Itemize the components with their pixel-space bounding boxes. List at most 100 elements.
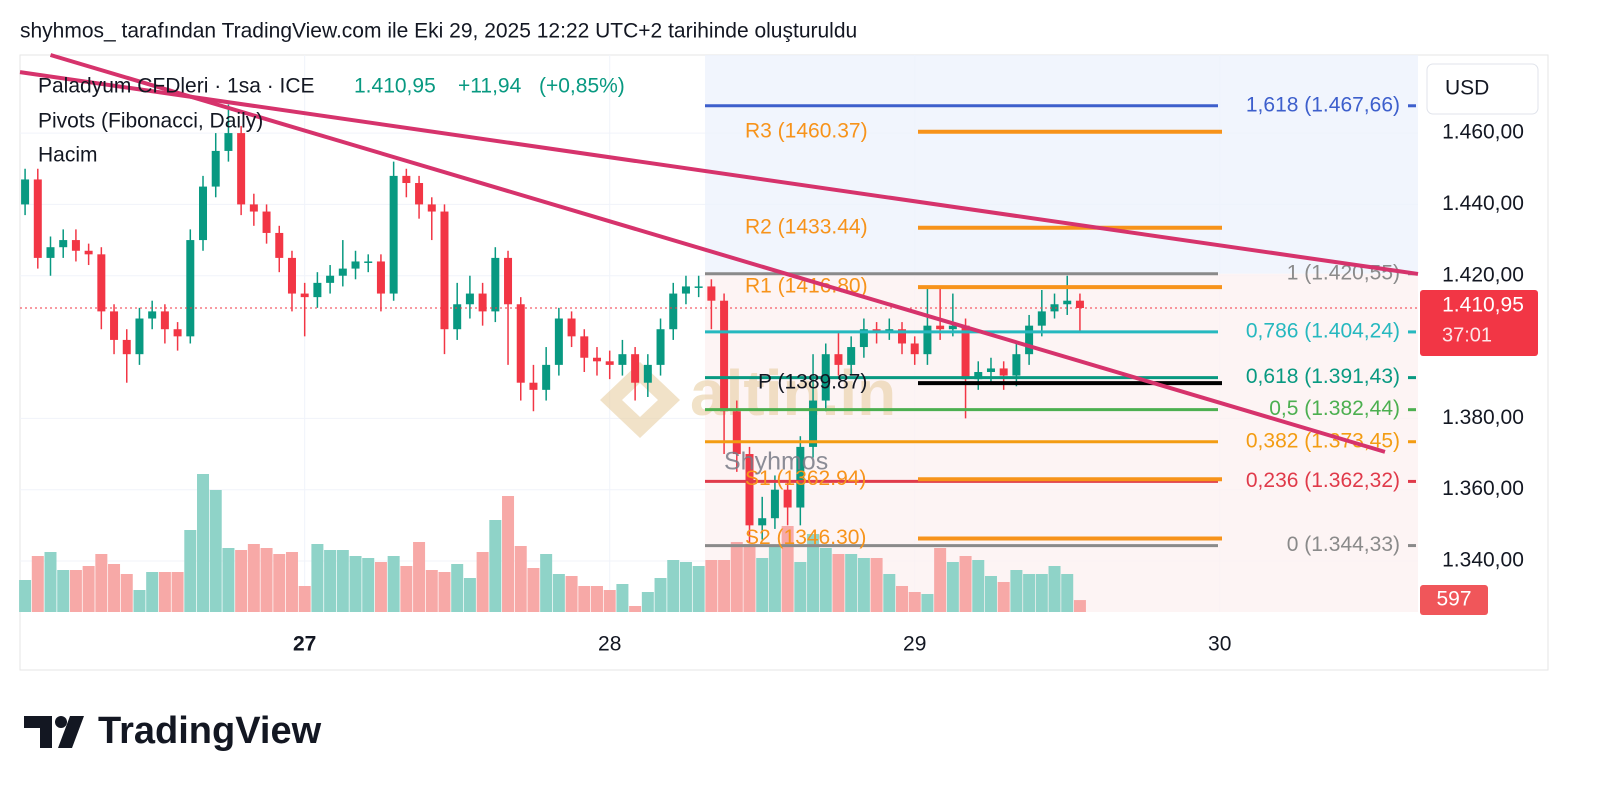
fib-label: 0,618 (1.391,43) (1246, 365, 1400, 388)
candle-body (770, 489, 779, 519)
candle-body (300, 293, 309, 298)
currency-box[interactable] (1426, 63, 1539, 115)
candle-body (427, 204, 436, 212)
candle-body (1037, 311, 1046, 326)
candle-body (33, 179, 42, 258)
volume-bar (540, 554, 553, 612)
candle-body (986, 368, 995, 373)
candle-body (910, 343, 919, 355)
candle-body (148, 311, 157, 319)
volume-bar (95, 554, 108, 612)
indicator: Pivots (Fibonacci, Daily) (38, 110, 263, 133)
fib-label: 0 (1.344,33) (1287, 533, 1400, 556)
candle-body (249, 204, 258, 212)
candle-body (809, 400, 818, 447)
price-tag (1420, 290, 1538, 357)
volume-bar (667, 560, 680, 612)
volume-bar (896, 586, 909, 612)
candle-body (173, 329, 182, 337)
candle-body (745, 454, 754, 526)
candle-body (961, 325, 970, 380)
volume-bar (756, 558, 769, 612)
price-tag-label: 1.410,95 (1442, 294, 1524, 317)
volume-bar (476, 552, 489, 612)
candle-body (389, 175, 398, 294)
volume-bar (69, 570, 82, 612)
volume-bar (692, 566, 705, 612)
y-tick-label: 1.440,00 (1442, 192, 1524, 215)
volume-bar (82, 566, 95, 612)
volume-bar (57, 570, 70, 612)
volume-bar (578, 586, 591, 612)
volume-bar (870, 558, 883, 612)
volume-bar (997, 582, 1010, 612)
volume-bar (273, 554, 286, 612)
candle-body (97, 254, 106, 312)
volume-bar (463, 578, 476, 612)
candle-body (936, 325, 945, 330)
candle-body (262, 211, 271, 233)
candle-body (999, 368, 1008, 376)
volume-bar (260, 548, 273, 612)
currency: USD (1445, 77, 1489, 100)
volume-bar (616, 584, 629, 612)
volume-bar (171, 572, 184, 612)
candle-body (758, 518, 767, 526)
volume-bar (311, 544, 324, 612)
brand-logo: TradingView (24, 710, 322, 752)
volume-bar (908, 592, 921, 612)
logo-shape (24, 716, 52, 748)
pivot-label: S1 (1362.94) (745, 467, 866, 490)
candle-body (287, 257, 296, 294)
candle-body (669, 293, 678, 330)
volume-bar (120, 574, 133, 612)
candle-body (681, 286, 690, 294)
volume-bar (959, 556, 972, 612)
volume-bar (527, 568, 540, 612)
candle-body (364, 261, 373, 263)
candle-body (834, 354, 843, 365)
volume-bar (552, 574, 565, 612)
candle-body (618, 354, 627, 365)
candle-body (707, 286, 716, 301)
pivot-label: R1 (1416.80) (745, 275, 868, 298)
fib-label: 0,786 (1.404,24) (1246, 319, 1400, 342)
candle-body (592, 357, 601, 362)
candle-body (237, 133, 246, 205)
candle-body (504, 257, 513, 305)
x-tick-label: 30 (1208, 633, 1231, 656)
candle-body (199, 186, 208, 241)
volume-bar (743, 544, 756, 612)
volume-bar (1023, 574, 1036, 612)
volume-bar (197, 474, 210, 612)
indicator: Hacim (38, 144, 98, 167)
volume-bar (1073, 600, 1086, 612)
pivot-label: P (1389.87) (758, 371, 867, 394)
x-tick-label: 29 (903, 633, 926, 656)
volume-bar (336, 550, 349, 612)
y-tick-label: 1.340,00 (1442, 549, 1524, 572)
brand-name: TradingView (98, 710, 322, 752)
volume-bar (400, 566, 413, 612)
symbol: Paladyum CFDleri · 1sa · ICE (38, 75, 315, 98)
candle-body (783, 489, 792, 508)
volume-bar (641, 592, 654, 612)
candle-body (847, 347, 856, 365)
candle-body (453, 304, 462, 330)
volume-bar (590, 586, 603, 612)
volume-bar (298, 586, 311, 612)
volume-bar (984, 576, 997, 612)
volume-bar (705, 560, 718, 612)
volume-bar (235, 550, 248, 612)
volume-bar (514, 546, 527, 612)
volume-bar (794, 562, 807, 612)
candle-body (491, 257, 500, 312)
volume-bar (730, 542, 743, 612)
y-tick-label: 1.360,00 (1442, 477, 1524, 500)
fib-label: 0,5 (1.382,44) (1269, 397, 1400, 420)
candle-body (376, 261, 385, 294)
candle-body (160, 311, 169, 330)
volume-bar (31, 556, 44, 612)
volume-bar (1010, 570, 1023, 612)
logo-shape (58, 716, 84, 748)
